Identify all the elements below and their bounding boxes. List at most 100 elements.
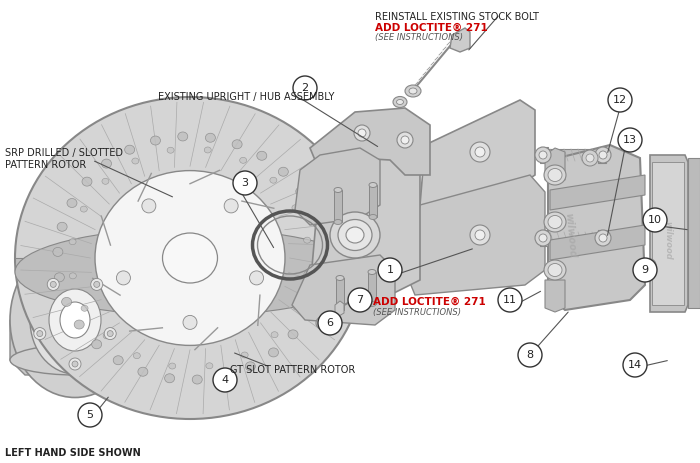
Ellipse shape [539,234,547,242]
Ellipse shape [544,260,566,280]
Circle shape [233,171,257,195]
Ellipse shape [241,352,248,358]
Circle shape [401,136,409,144]
Circle shape [354,125,370,141]
Ellipse shape [10,345,140,375]
Circle shape [78,403,102,427]
Ellipse shape [69,238,76,244]
Circle shape [378,258,402,282]
Circle shape [582,150,598,166]
Polygon shape [310,155,420,300]
Polygon shape [310,108,430,175]
Ellipse shape [595,147,611,163]
Ellipse shape [271,332,278,338]
Ellipse shape [296,187,306,196]
Ellipse shape [102,178,109,184]
Ellipse shape [535,147,551,163]
Circle shape [250,271,264,285]
Ellipse shape [368,269,376,275]
Text: 9: 9 [641,265,649,275]
Text: PATTERN ROTOR: PATTERN ROTOR [5,160,86,170]
Ellipse shape [548,263,562,276]
Ellipse shape [150,136,160,145]
Circle shape [397,132,413,148]
Ellipse shape [169,363,176,369]
Ellipse shape [138,367,148,376]
Polygon shape [540,147,548,163]
Ellipse shape [292,205,299,211]
Text: 11: 11 [503,295,517,305]
Circle shape [608,88,632,112]
Polygon shape [548,145,645,310]
Ellipse shape [80,206,88,212]
Ellipse shape [245,362,255,371]
Ellipse shape [167,147,174,153]
Circle shape [94,282,99,288]
Text: REINSTALL EXISTING STOCK BOLT: REINSTALL EXISTING STOCK BOLT [375,12,539,22]
Polygon shape [598,230,606,246]
Circle shape [618,128,642,152]
Circle shape [318,311,342,335]
Text: GT SLOT PATTERN ROTOR: GT SLOT PATTERN ROTOR [230,365,355,375]
Ellipse shape [599,234,607,242]
Ellipse shape [338,219,372,250]
Ellipse shape [334,188,342,193]
Text: 10: 10 [648,215,662,225]
Polygon shape [10,320,140,375]
Text: 12: 12 [613,95,627,105]
Ellipse shape [369,214,377,219]
Text: SRP DRILLED / SLOTTED: SRP DRILLED / SLOTTED [5,148,123,158]
Polygon shape [334,190,342,222]
Polygon shape [545,148,565,180]
Ellipse shape [81,305,88,311]
Ellipse shape [599,151,607,159]
Ellipse shape [548,215,562,229]
Circle shape [518,343,542,367]
Text: (SEE INSTRUCTIONS): (SEE INSTRUCTIONS) [373,308,461,317]
Circle shape [213,368,237,392]
Circle shape [475,230,485,240]
Circle shape [623,353,647,377]
Polygon shape [450,28,470,52]
Text: 8: 8 [526,350,533,360]
Text: 5: 5 [87,410,94,420]
Ellipse shape [57,222,67,232]
Ellipse shape [336,275,344,281]
Ellipse shape [69,273,76,279]
Circle shape [72,361,78,367]
Ellipse shape [368,301,376,307]
Ellipse shape [257,151,267,160]
Ellipse shape [393,96,407,107]
Ellipse shape [316,234,326,243]
Ellipse shape [317,260,327,269]
Polygon shape [15,258,365,272]
Circle shape [107,331,113,337]
Circle shape [647,262,653,268]
Polygon shape [540,230,548,246]
Circle shape [470,225,490,245]
Ellipse shape [103,333,110,339]
Text: 1: 1 [386,265,393,275]
Text: 3: 3 [241,178,248,188]
Ellipse shape [405,85,421,97]
Ellipse shape [409,88,417,94]
Text: wilwood: wilwood [664,221,673,259]
Circle shape [48,278,60,290]
Polygon shape [292,255,395,325]
Circle shape [358,129,366,137]
Polygon shape [688,158,700,308]
Ellipse shape [319,320,326,326]
Ellipse shape [535,230,551,246]
Circle shape [643,208,667,232]
Ellipse shape [53,247,63,257]
Text: LEFT HAND SIDE SHOWN: LEFT HAND SIDE SHOWN [5,448,141,458]
Ellipse shape [164,374,174,383]
Ellipse shape [60,302,90,338]
Ellipse shape [162,233,218,283]
Ellipse shape [132,158,139,164]
Ellipse shape [232,140,242,149]
Circle shape [37,331,43,337]
Polygon shape [550,225,645,260]
Ellipse shape [49,289,101,351]
Ellipse shape [113,356,123,365]
